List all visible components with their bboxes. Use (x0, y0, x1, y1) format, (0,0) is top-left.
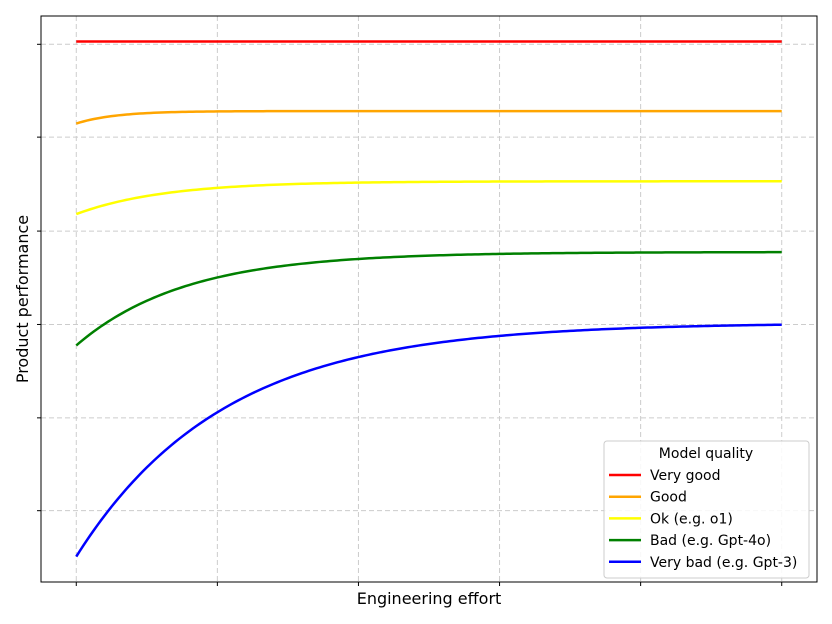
grid (41, 16, 817, 582)
plot-frame (40, 15, 818, 583)
series-line (75, 180, 782, 216)
legend-label: Ok (e.g. o1) (650, 511, 733, 527)
axis-ticks (37, 43, 783, 586)
series-lines (75, 40, 782, 558)
legend-box (603, 440, 810, 579)
legend-label: Very good (650, 468, 721, 484)
legend-title: Model quality (659, 446, 753, 462)
series-line (75, 250, 782, 347)
legend-label: Good (650, 490, 687, 506)
series-line (75, 323, 782, 558)
series-line (75, 109, 782, 125)
legend-entries: Very good Good Ok (e.g. o1) Bad (e.g. Gpt-4… (609, 468, 797, 571)
y-axis-label: Product performance (13, 215, 32, 383)
legend-label: Very bad (e.g. Gpt-3) (650, 555, 797, 571)
x-axis-label: Engineering effort (357, 589, 502, 608)
legend-label: Bad (e.g. Gpt-4o) (650, 533, 771, 549)
legend: Model quality Very good Good Ok (e.g. o1) B… (603, 440, 810, 579)
